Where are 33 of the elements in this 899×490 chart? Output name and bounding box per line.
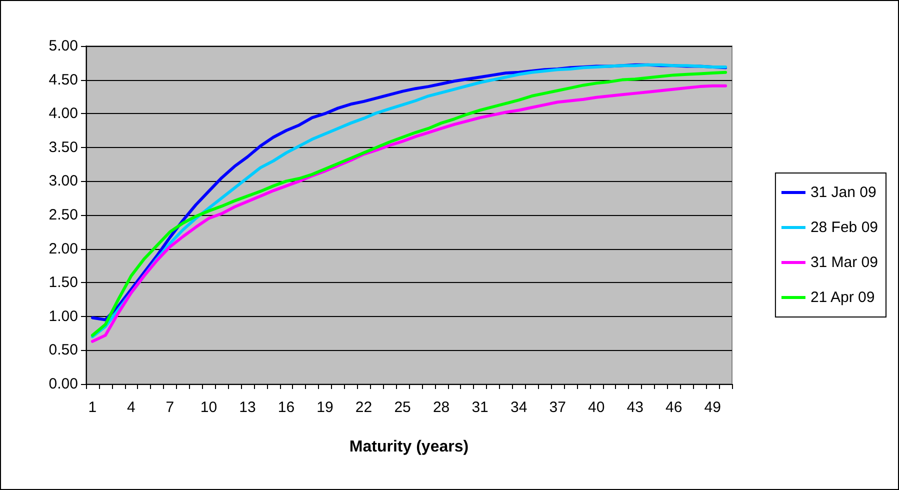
x-tick-label: 16: [278, 399, 295, 416]
y-tick-label: 0.50: [48, 342, 78, 359]
x-tick-label: 4: [127, 399, 136, 416]
x-tick-label: 43: [626, 399, 644, 416]
x-tick-label: 40: [588, 399, 605, 416]
legend-label: 28 Feb 09: [810, 219, 878, 236]
x-tick-label: 22: [355, 399, 372, 416]
x-tick-label: 46: [666, 399, 682, 416]
y-tick-label: 1.00: [48, 308, 78, 325]
y-tick-label: 1.50: [48, 274, 78, 292]
x-tick-label: 1: [88, 399, 97, 416]
x-tick-label: 28: [432, 399, 450, 416]
y-tick-label: 5.00: [48, 38, 78, 54]
y-tick-label: 4.50: [48, 71, 78, 88]
legend-label: 21 Apr 09: [810, 289, 875, 306]
legend-label: 31 Jan 09: [810, 184, 876, 201]
x-tick-label: 13: [239, 399, 256, 416]
y-tick-label: 3.00: [48, 172, 78, 190]
x-tick-label: 10: [200, 399, 218, 416]
y-tick-label: 0.00: [48, 376, 78, 392]
x-tick-label: 7: [166, 399, 174, 416]
legend-label: 31 Mar 09: [810, 254, 878, 271]
x-tick-label: 25: [394, 399, 411, 416]
y-tick-label: 2.00: [48, 240, 78, 258]
x-tick-label: 34: [510, 399, 528, 416]
x-tick-label: 49: [704, 399, 721, 416]
y-tick-label: 3.50: [48, 138, 78, 156]
x-tick-label: 37: [549, 399, 566, 416]
x-tick-label: 31: [472, 399, 488, 416]
x-axis-title: Maturity (years): [349, 438, 469, 456]
y-tick-label: 4.00: [48, 105, 78, 122]
x-tick-label: 19: [316, 399, 334, 416]
y-tick-label: 2.50: [48, 206, 78, 224]
